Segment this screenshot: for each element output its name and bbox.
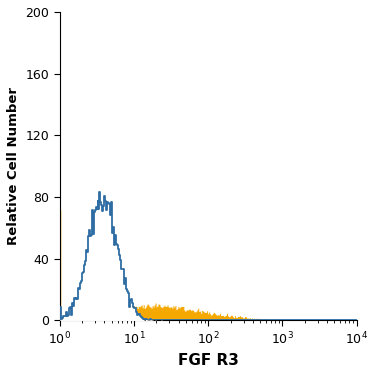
X-axis label: FGF R3: FGF R3 — [178, 353, 238, 368]
Y-axis label: Relative Cell Number: Relative Cell Number — [7, 87, 20, 245]
